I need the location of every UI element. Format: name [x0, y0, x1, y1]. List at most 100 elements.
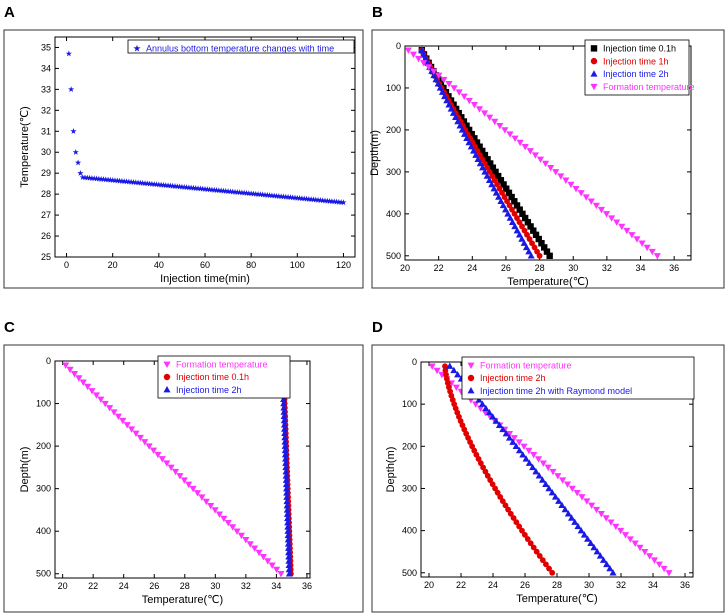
data-point: [340, 199, 347, 206]
data-point: [454, 370, 462, 378]
data-point: [567, 181, 575, 189]
x-tick-label: 30: [568, 263, 578, 273]
data-point: [549, 468, 557, 476]
data-point: [443, 96, 451, 104]
data-point: [455, 89, 463, 96]
data-point: [531, 152, 539, 159]
data-point: [583, 498, 591, 505]
legend-marker: [467, 374, 475, 382]
data-point: [172, 468, 180, 476]
y-axis-title: Temperature(℃): [19, 106, 31, 187]
data-point: [440, 76, 448, 84]
y-tick-label: 0: [396, 41, 401, 51]
data-point: [487, 477, 494, 483]
data-point: [465, 138, 473, 146]
data-point: [273, 566, 281, 574]
data-point: [609, 569, 617, 576]
data-point: [559, 477, 567, 484]
data-point: [220, 515, 228, 523]
data-point: [544, 464, 552, 472]
data-point: [489, 413, 497, 420]
data-point: [529, 463, 537, 471]
data-point: [283, 484, 291, 492]
data-point: [198, 494, 206, 501]
data-point: [546, 565, 552, 572]
data-point: [618, 223, 626, 231]
data-point: [494, 181, 501, 188]
data-point: [280, 395, 288, 403]
data-point: [488, 180, 496, 188]
y-tick-label: 25: [41, 252, 51, 262]
data-point: [450, 85, 458, 92]
data-point: [452, 384, 460, 391]
data-point: [525, 459, 533, 466]
data-point: [514, 215, 520, 221]
data-point: [283, 501, 291, 509]
data-point: [592, 506, 601, 514]
x-tick-label: 20: [58, 581, 68, 591]
data-point: [74, 159, 82, 166]
y-tick-label: 400: [36, 526, 51, 536]
data-point: [551, 493, 559, 500]
data-point: [72, 148, 79, 155]
panel-letter: B: [372, 4, 383, 21]
y-tick-label: 31: [41, 126, 51, 136]
series-1: [65, 50, 347, 206]
data-point: [641, 548, 649, 556]
data-point: [491, 177, 498, 184]
x-tick-label: 20: [108, 260, 118, 270]
data-point: [442, 363, 448, 370]
data-point: [70, 371, 78, 378]
data-point: [499, 189, 505, 196]
data-point: [511, 222, 519, 230]
data-point: [481, 160, 488, 167]
data-point: [77, 169, 84, 176]
y-tick-label: 300: [386, 167, 401, 177]
data-point: [539, 557, 546, 564]
data-point: [185, 481, 193, 489]
panel-c: C 20 22 24 26 28 30 32 34 36 0 100 200 300 400 500 Tempe…: [3, 319, 364, 613]
y-tick-label: 400: [402, 526, 417, 536]
y-tick-label: 32: [41, 105, 51, 115]
data-point: [492, 485, 499, 492]
data-point: [593, 548, 601, 555]
plot-data: [65, 50, 347, 206]
data-point: [638, 240, 646, 247]
data-point: [602, 515, 610, 522]
data-point: [163, 460, 171, 467]
data-point: [510, 435, 518, 442]
data-point: [207, 502, 215, 510]
data-point: [486, 168, 493, 175]
data-point: [450, 366, 458, 374]
data-point: [520, 239, 528, 246]
data-point: [280, 399, 288, 407]
legend-marker: [133, 44, 141, 52]
data-point: [110, 409, 118, 416]
y-axis-title: Depth(m): [19, 447, 31, 493]
x-tick-label: 34: [271, 581, 281, 591]
legend-label: Annulus bottom temperature changes with …: [146, 44, 334, 54]
panel-border: [371, 29, 725, 289]
data-point: [229, 524, 237, 531]
data-point: [533, 548, 540, 555]
data-point: [283, 489, 291, 496]
y-tick-label: 500: [36, 569, 51, 579]
data-point: [141, 439, 149, 446]
data-point: [445, 81, 453, 88]
y-tick-label: 300: [36, 484, 51, 494]
panel-letter: A: [4, 4, 15, 21]
data-point: [491, 118, 499, 126]
data-point: [588, 502, 596, 510]
data-point: [435, 72, 443, 80]
data-point: [587, 198, 595, 205]
data-point: [508, 218, 517, 225]
data-point: [282, 459, 290, 466]
data-point: [572, 185, 580, 193]
data-point: [521, 531, 528, 538]
data-point: [470, 102, 478, 109]
data-point: [268, 562, 276, 569]
data-point: [511, 135, 519, 142]
data-point: [281, 446, 289, 454]
data-point: [596, 552, 604, 559]
